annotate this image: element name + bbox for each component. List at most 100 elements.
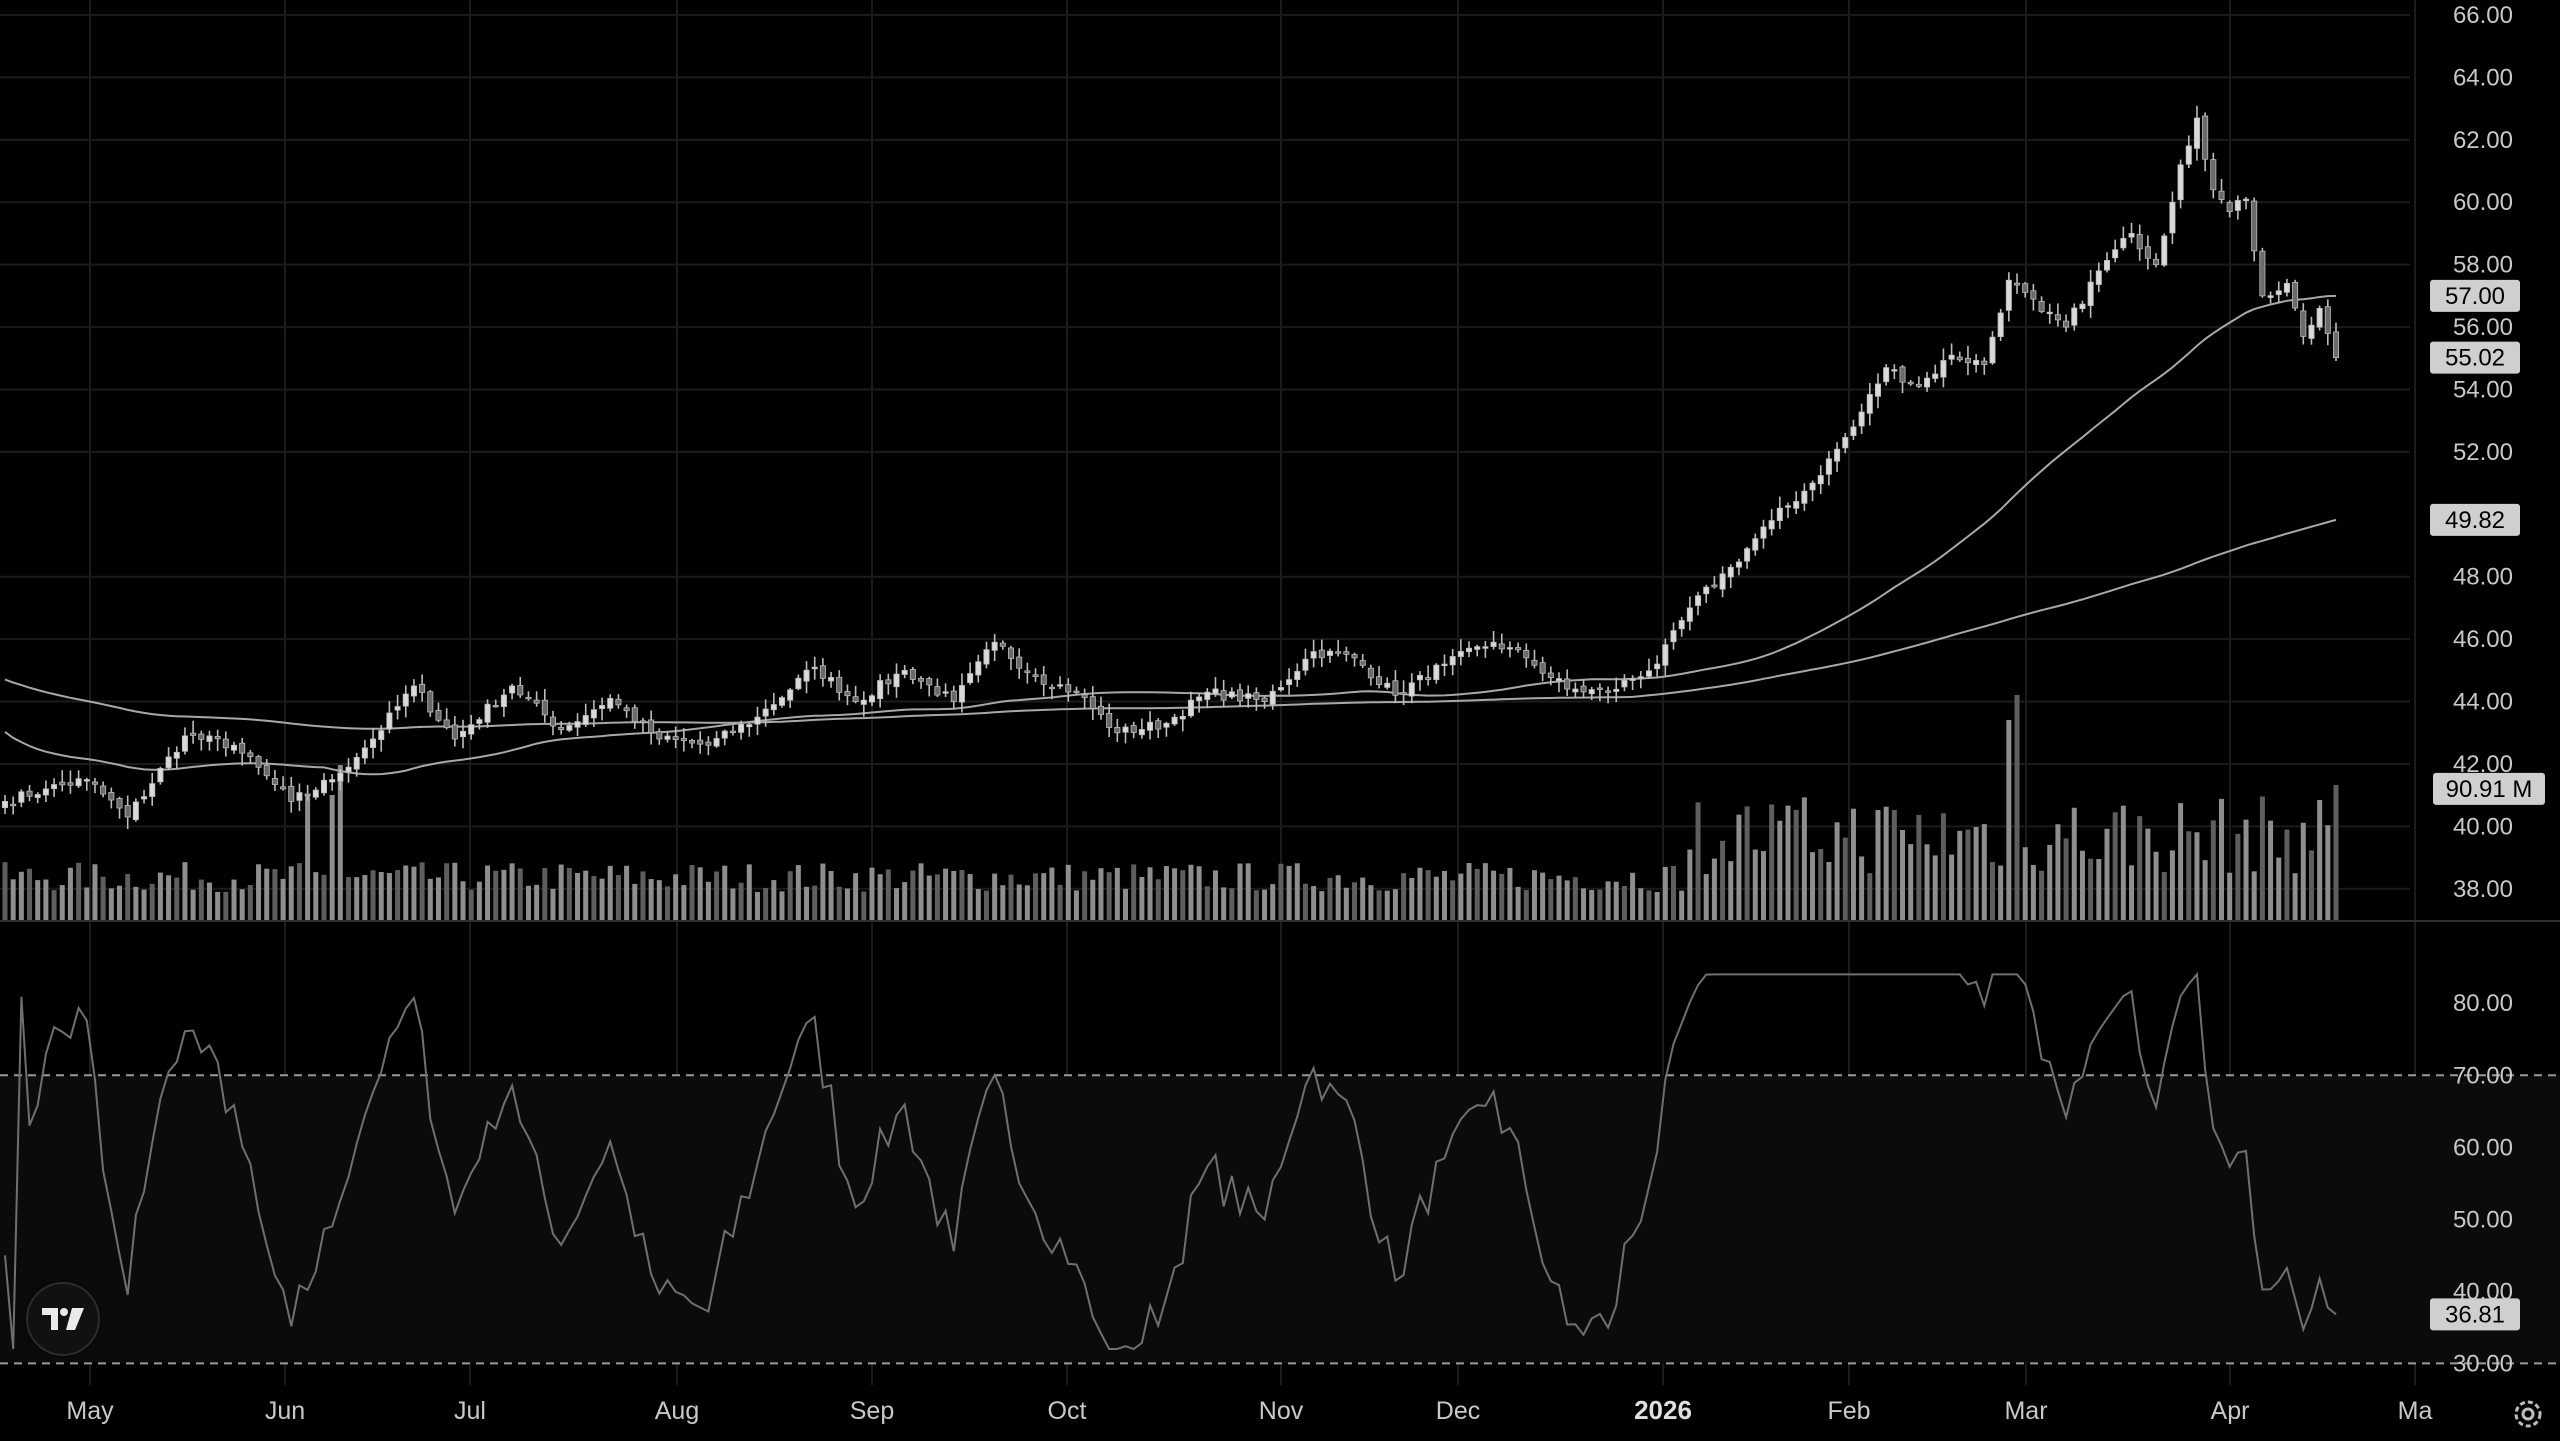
time-tick-label: 2026 — [1634, 1395, 1692, 1425]
candle-body — [2259, 250, 2266, 297]
volume-bar — [853, 873, 859, 920]
volume-bar — [1736, 814, 1742, 920]
rsi-line — [4, 971, 2337, 1351]
volume-bar — [1654, 891, 1660, 920]
volume-bar — [2006, 720, 2012, 920]
volume-bar — [43, 879, 49, 920]
candle-body — [1670, 630, 1677, 643]
volume-bar — [223, 891, 229, 920]
volume-bars — [2, 695, 2339, 920]
volume-bar — [722, 865, 728, 920]
volume-bar — [1384, 890, 1390, 920]
candle-body — [2022, 283, 2029, 293]
volume-bar — [1057, 884, 1063, 920]
candle-body — [468, 724, 475, 735]
volume-bar — [1589, 890, 1595, 920]
candle-body — [1842, 437, 1849, 449]
volume-bar — [918, 863, 924, 920]
candle-body — [1089, 696, 1096, 709]
volume-bar — [1793, 809, 1799, 920]
candle-body — [34, 794, 41, 798]
volume-bar — [1981, 824, 1987, 920]
volume-bar — [1883, 806, 1889, 920]
volume-bar — [117, 885, 123, 920]
candle-body — [2144, 246, 2151, 259]
volume-bar — [2325, 825, 2331, 920]
candle-body — [59, 781, 66, 786]
volume-bar — [1237, 863, 1243, 920]
candle-body — [950, 690, 957, 702]
candle-body — [2251, 200, 2258, 252]
volume-bar — [2218, 798, 2224, 920]
volume-bar — [1278, 863, 1284, 920]
candle-body — [1556, 678, 1563, 682]
candle-body — [2234, 200, 2241, 211]
candle-body — [2161, 235, 2168, 266]
volume-bar — [1630, 872, 1636, 920]
volume-bar — [1957, 830, 1963, 920]
volume-bar — [943, 868, 949, 920]
candle-body — [1212, 688, 1219, 694]
candle-body — [2005, 279, 2012, 311]
rsi-pane — [0, 971, 2560, 1365]
volume-bar — [1041, 873, 1047, 920]
volume-bar — [1769, 804, 1775, 920]
volume-bar — [76, 862, 82, 920]
candle-body — [697, 739, 704, 745]
candle-body — [1874, 383, 1881, 397]
candle-body — [1744, 548, 1751, 562]
volume-bar — [517, 868, 523, 920]
candle-body — [124, 805, 131, 818]
candle-body — [1564, 678, 1571, 690]
candle-body — [1834, 448, 1841, 462]
volume-bar — [1638, 888, 1644, 920]
candle-body — [1891, 369, 1898, 372]
volume-bar — [1785, 805, 1791, 920]
candle-body — [770, 704, 777, 711]
candle-body — [263, 764, 270, 777]
time-tick-label: Nov — [1259, 1397, 1304, 1425]
candle-body — [410, 685, 417, 697]
volume-bar — [2030, 864, 2036, 920]
candle-body — [983, 649, 990, 665]
candle-body — [1932, 373, 1939, 379]
volume-bar — [2227, 872, 2233, 920]
volume-bar — [476, 881, 482, 920]
candle-body — [2030, 290, 2037, 300]
candle-body — [1711, 584, 1718, 588]
price-tick-label: 48.00 — [2453, 564, 2513, 591]
volume-bar — [754, 891, 760, 920]
candle-body — [942, 691, 949, 694]
volume-bar — [566, 867, 572, 920]
candle-body — [958, 685, 965, 703]
volume-bar — [2243, 819, 2249, 920]
volume-bar — [1777, 820, 1783, 920]
candle-body — [345, 766, 352, 773]
price-badge — [2430, 503, 2520, 536]
settings-gear-icon[interactable] — [2506, 1392, 2550, 1436]
volume-bar — [435, 877, 441, 920]
candle-body — [492, 704, 499, 708]
volume-bar — [681, 885, 687, 920]
volume-bar — [2202, 860, 2208, 920]
candle-body — [566, 725, 573, 731]
volume-bar — [59, 885, 65, 920]
candle-body — [1866, 394, 1873, 414]
volume-bar — [84, 887, 90, 920]
volume-bar — [599, 878, 605, 920]
volume-bar — [1540, 872, 1546, 920]
candle-body — [549, 716, 556, 727]
time-tick-label: Oct — [1048, 1397, 1087, 1425]
volume-bar — [1163, 866, 1169, 920]
volume-bar — [239, 889, 245, 920]
candle-body — [320, 779, 327, 794]
tradingview-logo-icon[interactable] — [26, 1282, 100, 1356]
volume-bar — [795, 865, 801, 920]
candle-body — [1408, 682, 1415, 697]
candle-body — [10, 803, 17, 807]
volume-bar — [1998, 865, 2004, 920]
candle-body — [828, 677, 835, 682]
candle-body — [100, 785, 107, 795]
volume-bar — [1368, 885, 1374, 920]
